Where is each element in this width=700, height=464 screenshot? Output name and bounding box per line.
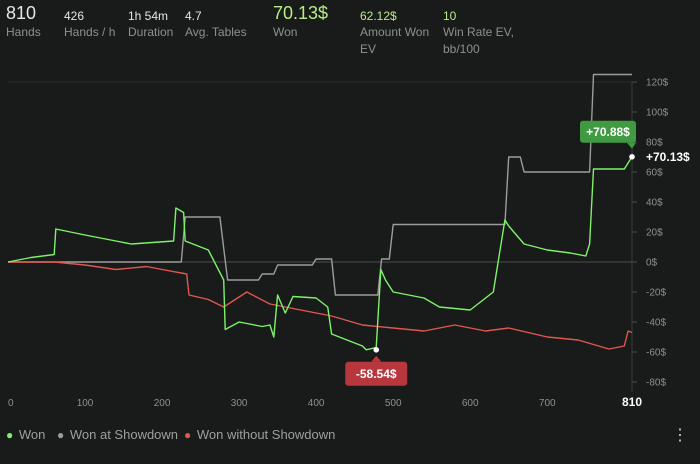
x-tick-label: 600 (462, 398, 479, 409)
stat-avg-tables: 4.7 Avg. Tables (185, 2, 247, 41)
legend-dot-icon: ● (57, 428, 65, 442)
y-tick-label: -60$ (646, 348, 666, 359)
stat-value: 4.7 (185, 9, 202, 23)
stat-hands-per-hour: 426 Hands / h (64, 2, 115, 41)
x-tick-label: 500 (385, 398, 402, 409)
ev-badge-pointer (627, 142, 636, 149)
chart-legend: ● Won ● Won at Showdown ● Won without Sh… (0, 424, 700, 448)
stat-value: 10 (443, 9, 457, 23)
stat-value: 426 (64, 9, 85, 23)
ev-badge-label: +70.88$ (586, 125, 630, 139)
stat-duration: 1h 54m Duration (128, 2, 173, 41)
y-tick-label: -20$ (646, 288, 666, 299)
stat-hands: 810 Hands (6, 2, 41, 41)
y-tick-label: 0$ (646, 258, 658, 269)
series-line-won-without-showdown (8, 261, 633, 350)
x-tick-label: 0 (8, 398, 14, 409)
legend-dot-icon: ● (184, 428, 192, 442)
stats-header: 810 Hands 426 Hands / h 1h 54m Duration … (0, 0, 700, 70)
x-tick-label: 100 (77, 398, 94, 409)
won-end-label: +70.13$ (646, 150, 690, 164)
stat-value: 1h 54m (128, 9, 169, 23)
y-tick-label: 40$ (646, 198, 663, 209)
kebab-menu-icon[interactable]: ⋮ (672, 427, 688, 444)
stat-label: Hands (6, 25, 41, 39)
legend-label: Won without Showdown (196, 427, 336, 442)
y-tick-label: 100$ (646, 108, 669, 119)
y-tick-label: 80$ (646, 138, 663, 149)
y-tick-label: 20$ (646, 228, 663, 239)
stat-win-rate-ev: 10 Win Rate EV, bb/100 (443, 2, 523, 58)
x-tick-label: 700 (539, 398, 556, 409)
ev-badge (580, 120, 636, 143)
stat-won: 70.13$ Won (273, 2, 328, 41)
min-point-marker (373, 347, 380, 353)
series-line-won-at-showdown (8, 73, 632, 296)
legend-item-won-without-showdown[interactable]: ● Won without Showdown (184, 427, 335, 442)
chart-annotations: +70.88$ +70.13$ -58.54$ (345, 120, 690, 386)
stat-amount-won-ev: 62.12$ Amount Won EV (360, 2, 438, 58)
legend-item-won[interactable]: ● Won (6, 427, 45, 442)
legend-dot-icon: ● (6, 428, 14, 442)
results-chart: 120$ 100$ 80$ 60$ 40$ 20$ 0$ -20$ -40$ -60$ -80$ 0… (7, 73, 690, 409)
y-tick-label: -80$ (646, 378, 666, 389)
chart-grid (8, 81, 633, 392)
stat-label: Win Rate EV, bb/100 (443, 25, 514, 56)
x-axis-ticks: 0 100 200 300 400 500 600 700 810 (8, 395, 642, 409)
x-tick-label: 200 (154, 398, 171, 409)
stat-value: 810 (6, 3, 37, 23)
legend-label: Won at Showdown (69, 427, 179, 442)
y-tick-label: 60$ (646, 168, 663, 179)
y-tick-label: -40$ (646, 318, 666, 329)
legend-item-won-at-showdown[interactable]: ● Won at Showdown (57, 427, 178, 442)
stat-value: 70.13$ (273, 3, 329, 23)
y-tick-label: 120$ (646, 78, 669, 89)
stat-label: Duration (128, 25, 174, 39)
series-line-won (7, 156, 633, 351)
stat-label: Won (273, 25, 298, 39)
min-badge (345, 361, 408, 386)
min-badge-pointer (371, 355, 382, 362)
stat-value: 62.12$ (360, 9, 397, 23)
y-axis-ticks: 120$ 100$ 80$ 60$ 40$ 20$ 0$ -20$ -40$ -60$ -80$ (632, 78, 669, 389)
x-tick-label: 400 (308, 398, 325, 409)
legend-label: Won (18, 427, 46, 442)
x-tick-label: 810 (622, 395, 642, 409)
stat-label: Avg. Tables (185, 25, 247, 39)
x-tick-label: 300 (231, 398, 248, 409)
min-badge-label: -58.54$ (356, 367, 397, 381)
chart-series (7, 73, 633, 351)
stat-label: Hands / h (64, 25, 116, 39)
end-point-marker (629, 154, 635, 160)
stat-label: Amount Won EV (360, 25, 430, 56)
